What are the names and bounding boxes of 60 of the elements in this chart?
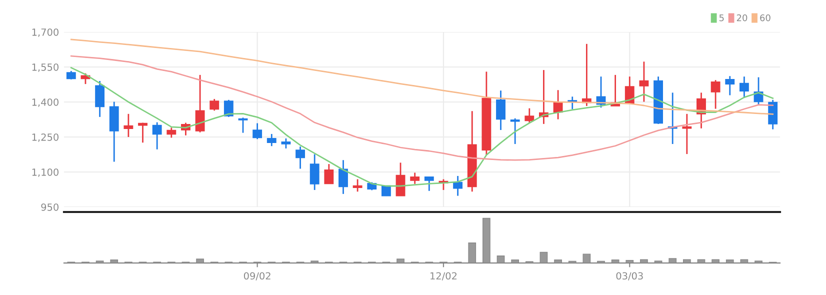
bar xyxy=(496,255,505,263)
candlestick xyxy=(296,146,305,170)
bar xyxy=(640,259,648,263)
candlestick xyxy=(266,133,276,147)
bar xyxy=(626,260,634,263)
bar xyxy=(726,260,734,263)
candlestick xyxy=(424,176,434,192)
bar xyxy=(582,254,591,263)
candlestick xyxy=(252,122,262,140)
candlestick xyxy=(124,113,134,138)
y-tick-label: 1,550 xyxy=(32,63,58,72)
candlestick xyxy=(195,74,205,134)
y-tick-label: 1,700 xyxy=(32,28,58,37)
candlestick xyxy=(768,99,778,130)
candlestick xyxy=(710,79,720,110)
candlestick xyxy=(496,90,506,131)
bar xyxy=(697,259,706,263)
candlestick xyxy=(524,108,534,124)
bar xyxy=(540,252,548,263)
candlestick xyxy=(152,122,162,150)
bar xyxy=(712,259,720,263)
candlestick xyxy=(166,126,176,138)
bar xyxy=(682,259,691,263)
candlestick xyxy=(95,80,105,118)
legend-label: 5 xyxy=(719,14,724,22)
x-tick-label: 09/02 xyxy=(244,272,270,280)
candlestick xyxy=(453,175,463,196)
candlestick xyxy=(238,116,248,134)
y-tick-label: 1,250 xyxy=(32,133,58,142)
bar xyxy=(110,260,118,263)
candlestick xyxy=(138,122,148,144)
x-tick-label: 12/02 xyxy=(430,272,457,280)
y-tick-label: 1,400 xyxy=(32,98,58,107)
candlestick xyxy=(739,76,749,99)
x-tick-label: 03/03 xyxy=(616,272,643,280)
bar xyxy=(611,260,620,263)
candlestick xyxy=(682,113,692,155)
bar xyxy=(554,260,562,263)
candlestick xyxy=(224,99,234,118)
candlestick xyxy=(210,98,220,112)
candlestick xyxy=(352,178,362,192)
legend-label: 20 xyxy=(736,14,748,22)
candlestick xyxy=(338,159,348,195)
bar xyxy=(468,242,476,263)
candlestick xyxy=(324,163,334,184)
bar xyxy=(511,260,520,263)
candlestick xyxy=(510,118,520,145)
bar xyxy=(196,258,204,263)
y-tick-label: 950 xyxy=(41,203,58,211)
candlestick xyxy=(281,138,291,150)
bar xyxy=(396,258,404,263)
y-tick-label: 1,100 xyxy=(32,168,58,177)
bar xyxy=(740,259,748,263)
candlestick xyxy=(410,172,420,185)
candlestick xyxy=(310,154,320,191)
bar xyxy=(668,258,677,263)
candlestick xyxy=(639,60,649,102)
bar xyxy=(482,218,490,263)
candlestick xyxy=(725,75,735,96)
legend-label: 60 xyxy=(760,14,770,22)
